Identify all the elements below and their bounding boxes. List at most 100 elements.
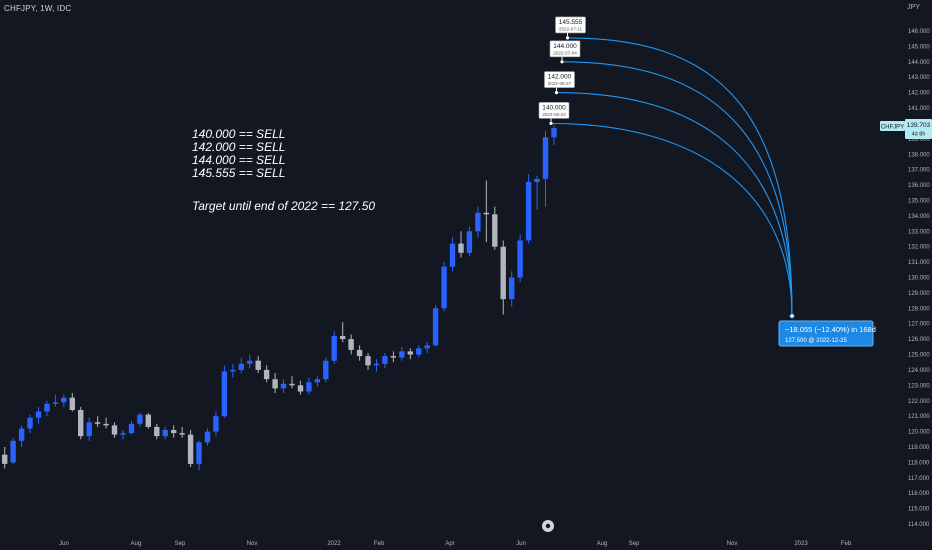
candlestick-series: [2, 125, 557, 471]
price-tick-label: 144.000: [908, 60, 930, 66]
candle: [390, 351, 397, 363]
candle: [128, 420, 135, 435]
price-tick-label: 115.000: [908, 507, 930, 513]
sell-level-date: 2022-07-04: [553, 50, 577, 55]
candle: [86, 417, 92, 441]
candle: [525, 174, 532, 244]
candle: [314, 376, 320, 387]
candle: [297, 380, 304, 395]
candle: [483, 180, 489, 243]
price-tick-label: 133.000: [908, 229, 930, 235]
sell-level-price: 145.555: [559, 19, 583, 26]
time-tick-label: Sep: [175, 541, 186, 547]
candle: [154, 423, 160, 440]
candle: [61, 394, 67, 407]
measure-target: 127.500 @ 2022-12-25: [785, 338, 847, 344]
time-tick-label: Feb: [374, 541, 385, 547]
candle: [44, 400, 50, 417]
time-tick-label: Nov: [727, 541, 738, 547]
time-tick-label: Sep: [629, 541, 640, 547]
candle: [94, 416, 101, 427]
projection-arc: [550, 122, 793, 317]
candle: [356, 345, 363, 361]
candle: [509, 271, 515, 307]
candle: [348, 334, 354, 355]
candle: [458, 231, 464, 258]
price-tick-label: 122.000: [908, 399, 930, 405]
level-anchor-dot: [560, 60, 564, 64]
candle: [280, 379, 287, 393]
price-tick-label: 143.000: [908, 75, 930, 81]
symbol-interval-label[interactable]: CHFJPY, 1W, IDC: [4, 4, 72, 13]
candle: [449, 237, 456, 272]
candle: [10, 437, 16, 464]
note-line-3: 144.000 == SELL: [192, 153, 286, 167]
candle: [432, 305, 439, 347]
time-tick-label: Jun: [59, 541, 69, 547]
time-tick-label: 2023: [794, 541, 808, 547]
candle: [424, 342, 430, 353]
candle: [263, 365, 270, 383]
candle: [331, 331, 337, 364]
time-tick-label: 2022: [327, 541, 341, 547]
candle: [517, 234, 523, 283]
price-tick-label: 125.000: [908, 353, 930, 359]
sell-level-price: 142.000: [548, 74, 572, 81]
candle: [551, 125, 557, 145]
trade-notes: 140.000 == SELL 142.000 == SELL 144.000 …: [192, 128, 375, 213]
price-tick-label: 134.000: [908, 214, 930, 220]
note-line-2: 142.000 == SELL: [192, 140, 286, 154]
time-tick-label: Apr: [445, 541, 454, 547]
price-tick-label: 132.000: [908, 245, 930, 251]
price-tick-label: 124.000: [908, 368, 930, 374]
last-price-symbol: CHFJPY: [881, 125, 904, 131]
candle: [35, 406, 42, 424]
candle: [103, 417, 109, 429]
time-tick-label: Nov: [247, 541, 258, 547]
price-tick-label: 139.000: [908, 137, 930, 143]
candle: [492, 206, 498, 250]
note-line-1: 140.000 == SELL: [192, 127, 286, 141]
candle: [399, 346, 405, 361]
candle: [247, 354, 253, 369]
sell-level-date: 2022-06-20: [542, 112, 566, 117]
candle: [69, 393, 75, 412]
candle: [407, 348, 413, 360]
note-line-4: 145.555 == SELL: [192, 166, 286, 180]
last-price-value: 139.703: [907, 122, 931, 129]
price-tick-label: 135.000: [908, 199, 930, 205]
price-tick-label: 145.000: [908, 44, 930, 50]
candle: [373, 359, 380, 372]
time-axis[interactable]: Jun Aug Sep Nov 2022 Feb Apr Jun Aug Sep Nov 2023 Fe…: [59, 541, 852, 547]
price-tick-label: 146.000: [908, 29, 930, 35]
candle: [27, 414, 33, 434]
price-tick-label: 137.000: [908, 168, 930, 174]
price-tick-label: 138.000: [908, 152, 930, 158]
currency-label: JPY: [907, 4, 920, 11]
price-tick-label: 117.000: [908, 476, 930, 482]
candle: [238, 357, 244, 373]
candle: [466, 226, 473, 256]
time-tick-label: Feb: [841, 541, 852, 547]
candle: [534, 175, 540, 210]
price-axis[interactable]: 114.000 115.000 116.000 117.000 118.000 119.0…: [908, 29, 930, 528]
scroll-to-realtime-button[interactable]: [542, 520, 554, 532]
measure-box[interactable]: −18.055 (−12.40%) in 168d 127.500 @ 2022…: [778, 320, 876, 347]
candle: [365, 353, 371, 370]
candle: [111, 422, 118, 438]
candle: [475, 206, 481, 238]
projection-arc: [567, 37, 793, 317]
last-price-tag: CHFJPY 139.703 4d 8h: [880, 119, 932, 139]
price-tick-label: 141.000: [908, 106, 930, 112]
projection-arc: [556, 92, 793, 317]
price-tick-label: 120.000: [908, 430, 930, 436]
candle: [382, 353, 388, 369]
candle: [272, 373, 278, 393]
candle: [500, 240, 506, 315]
